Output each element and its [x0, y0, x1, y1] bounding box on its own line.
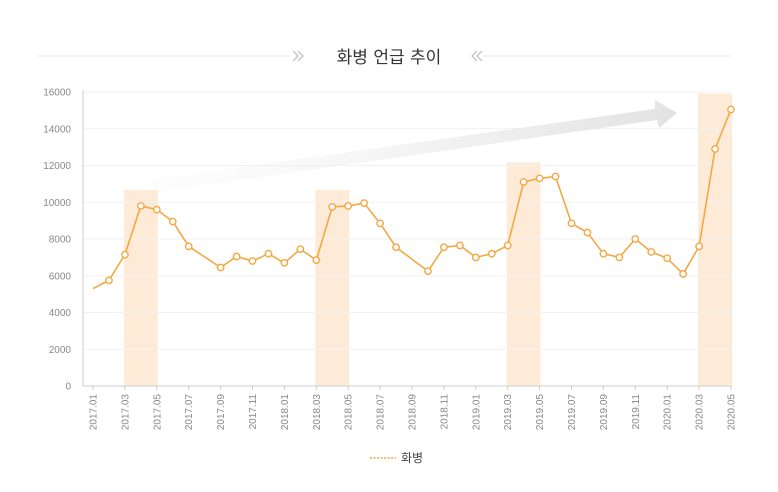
legend-label: 화병	[401, 451, 423, 465]
data-point	[232, 252, 241, 261]
y-tick-label: 0	[65, 382, 71, 393]
data-point	[727, 105, 735, 114]
chevron-right-icon	[292, 50, 304, 62]
x-tick-label: 2017.03	[120, 394, 131, 431]
x-tick-label: 2020.05	[727, 394, 738, 431]
x-tick-label: 2017.05	[152, 394, 163, 431]
y-tick-label: 16000	[43, 88, 71, 99]
legend: 화병	[370, 451, 423, 465]
data-point	[535, 174, 544, 183]
x-tick-label: 2017.07	[184, 394, 195, 431]
data-point	[152, 205, 161, 214]
trend-arrow-icon	[150, 100, 677, 192]
x-tick-label: 2018.01	[280, 394, 291, 431]
data-point	[264, 249, 273, 258]
chart-title: 화병 언급 추이	[337, 48, 442, 68]
y-tick-label: 2000	[49, 345, 72, 356]
data-point	[376, 219, 384, 228]
data-point	[360, 199, 369, 208]
data-point	[216, 263, 225, 272]
data-point	[631, 235, 640, 243]
x-tick-label: 2017.11	[248, 394, 259, 430]
data-point	[471, 253, 480, 262]
data-point	[280, 258, 289, 267]
data-point	[615, 253, 624, 262]
data-point	[296, 245, 305, 254]
x-tick-label: 2019.03	[503, 394, 514, 431]
y-tick-label: 4000	[49, 308, 72, 319]
chevron-left-icon	[471, 50, 483, 62]
x-tick-label: 2017.09	[216, 394, 227, 431]
x-tick-label: 2018.11	[439, 394, 450, 430]
y-tick-label: 8000	[49, 235, 72, 246]
data-point	[455, 241, 464, 250]
data-point	[567, 219, 576, 228]
highlight-band-1	[123, 189, 158, 386]
data-point	[519, 178, 528, 186]
data-point	[136, 202, 145, 210]
data-point	[328, 202, 337, 211]
x-tick-label: 2018.03	[312, 394, 323, 431]
chart-title-group: 화병 언급 추이	[38, 48, 730, 68]
x-tick-label: 2019.01	[471, 394, 482, 431]
data-point	[551, 172, 560, 181]
x-tick-label: 2017.01	[89, 394, 100, 431]
data-point	[344, 202, 353, 210]
x-tick-label: 2019.09	[599, 394, 610, 431]
data-point	[105, 276, 113, 285]
highlight-band-4	[698, 93, 732, 387]
data-point	[121, 250, 129, 259]
x-tick-label: 2020.03	[695, 394, 706, 431]
data-point	[583, 228, 592, 237]
x-tick-label: 2018.05	[344, 394, 355, 431]
data-point	[711, 145, 719, 153]
x-tick-label: 2018.09	[408, 394, 419, 431]
y-tick-label: 14000	[43, 124, 71, 135]
data-point	[663, 254, 672, 263]
data-point	[679, 270, 688, 278]
x-tick-label: 2019.07	[567, 394, 578, 431]
data-point	[168, 217, 177, 226]
x-tick-label: 2019.05	[535, 394, 546, 431]
data-point	[599, 249, 608, 258]
data-point	[392, 243, 400, 252]
x-tick-label: 2020.01	[663, 394, 674, 431]
data-point	[695, 242, 703, 251]
y-tick-label: 12000	[43, 161, 71, 172]
highlight-band-2	[315, 189, 350, 386]
x-tick-label: 2018.07	[376, 394, 387, 431]
highlight-band-3	[506, 162, 541, 386]
data-point	[424, 267, 432, 276]
x-tick-label: 2019.11	[631, 394, 642, 430]
y-tick-label: 6000	[49, 271, 72, 282]
y-tick-label: 10000	[43, 198, 71, 209]
data-point	[487, 249, 496, 258]
data-point	[312, 256, 321, 265]
series-line	[92, 109, 732, 290]
data-point	[647, 247, 656, 256]
data-point	[503, 241, 512, 250]
data-point	[248, 257, 257, 265]
data-point	[184, 242, 193, 251]
data-point	[439, 243, 448, 252]
